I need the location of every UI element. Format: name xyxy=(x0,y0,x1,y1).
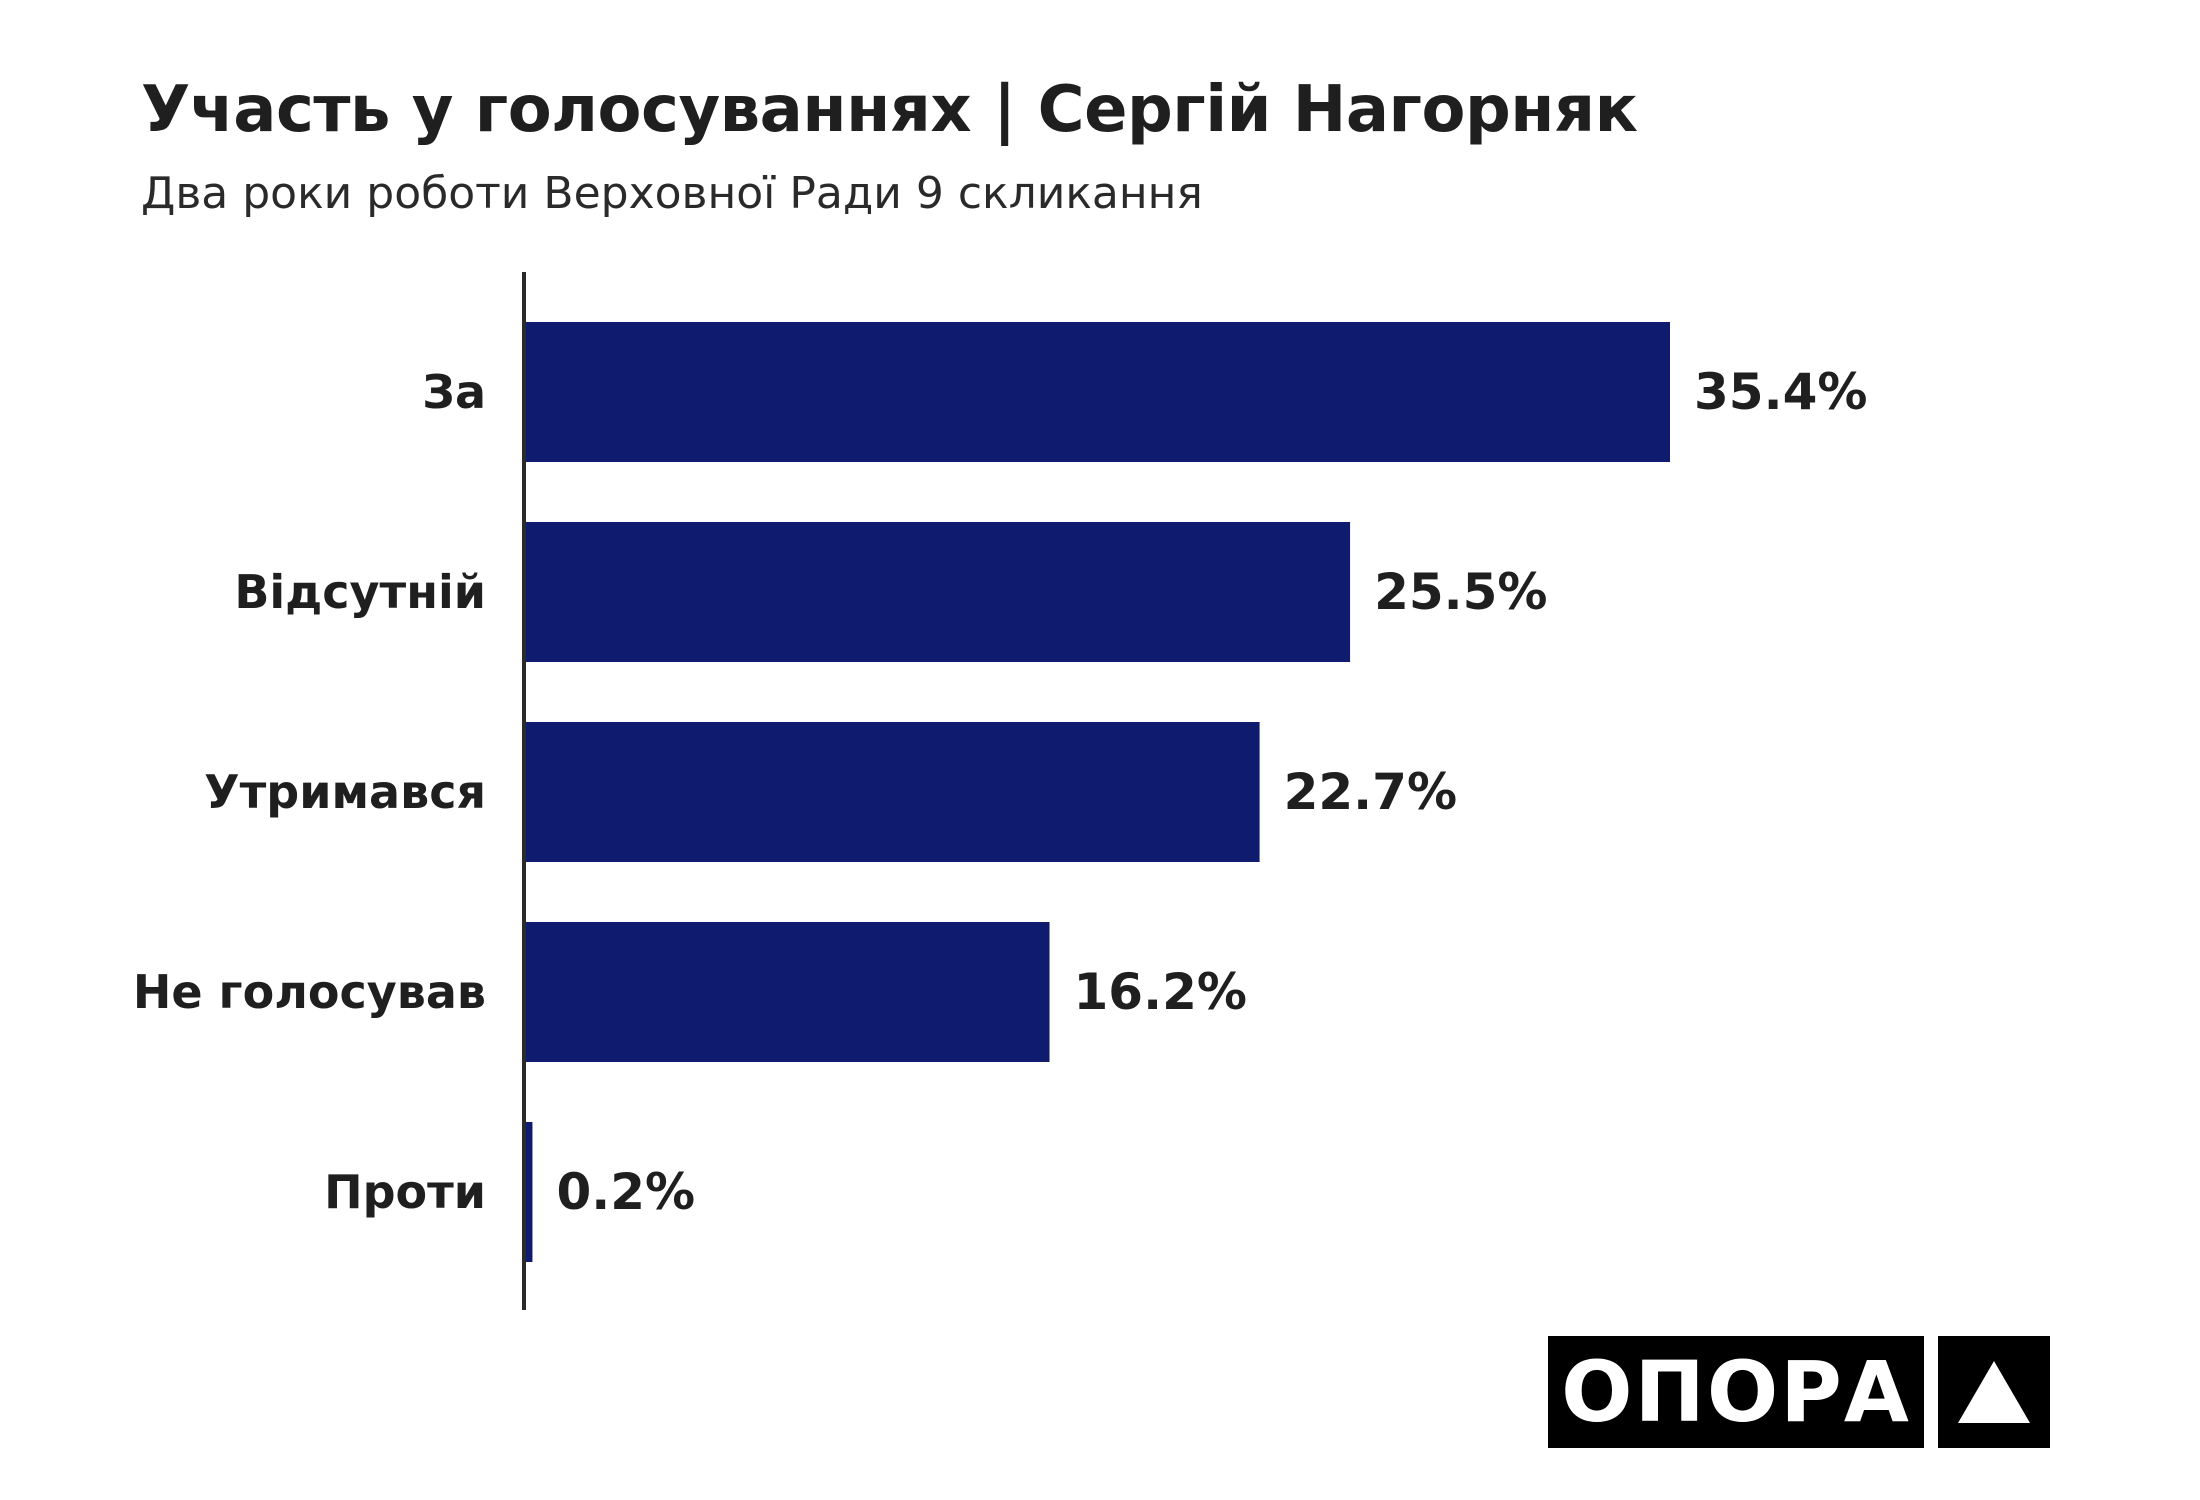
category-label-1: Відсутній xyxy=(234,565,486,619)
bar-4 xyxy=(526,1122,533,1262)
chart-subtitle: Два роки роботи Верховної Ради 9 скликан… xyxy=(141,168,1203,219)
value-label-1: 25.5% xyxy=(1374,563,1547,621)
chart-title: Участь у голосуваннях | Сергій Нагорняк xyxy=(141,73,1638,147)
bar-1 xyxy=(526,522,1351,662)
value-labels: 35.4% 25.5% 22.7% 16.2% 0.2% xyxy=(556,363,1867,1221)
value-label-4: 0.2% xyxy=(556,1163,695,1221)
category-labels: За Відсутній Утримався Не голосував Проти xyxy=(133,365,486,1219)
bar-0 xyxy=(526,322,1670,462)
logo-wordmark: ОПОРА xyxy=(1548,1336,1924,1448)
category-label-2: Утримався xyxy=(204,765,486,819)
bar-3 xyxy=(526,922,1050,1062)
value-label-2: 22.7% xyxy=(1284,763,1457,821)
triangle-icon xyxy=(1938,1336,2050,1448)
bar-2 xyxy=(526,722,1260,862)
category-label-3: Не голосував xyxy=(133,965,486,1019)
category-label-0: За xyxy=(422,365,486,419)
value-label-3: 16.2% xyxy=(1074,963,1247,1021)
opora-logo: ОПОРА xyxy=(1548,1336,2050,1448)
category-label-4: Проти xyxy=(324,1165,486,1219)
bars xyxy=(526,322,1670,1262)
value-label-0: 35.4% xyxy=(1694,363,1867,421)
